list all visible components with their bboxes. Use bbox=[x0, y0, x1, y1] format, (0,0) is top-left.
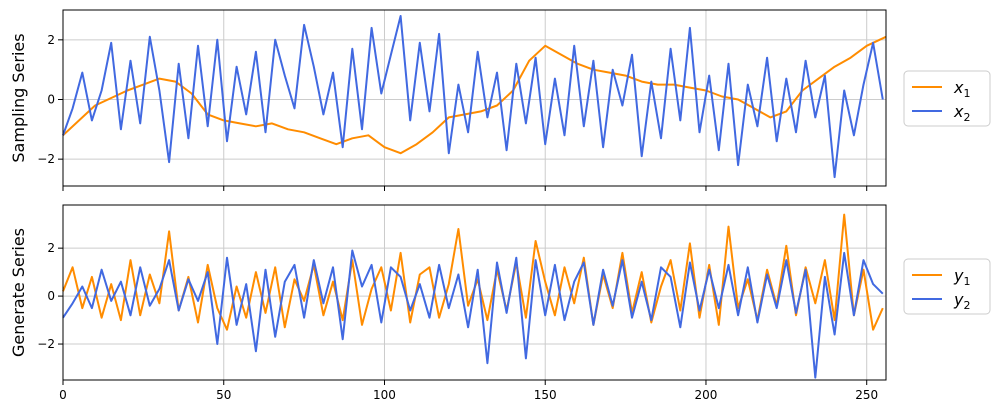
x-tick-label: 50 bbox=[216, 388, 231, 402]
x-tick-label: 100 bbox=[373, 388, 396, 402]
axes-frame bbox=[62, 204, 887, 381]
y-tick-label: 0 bbox=[47, 289, 55, 303]
y-axis-title: Generate Series bbox=[9, 228, 28, 357]
y-tick-label: −2 bbox=[37, 337, 55, 351]
y-tick-label: 2 bbox=[47, 241, 55, 255]
x-tick-label: 0 bbox=[59, 388, 67, 402]
x-tick-label: 250 bbox=[855, 388, 878, 402]
x-tick-label: 200 bbox=[695, 388, 718, 402]
y-axis-title: Sampling Series bbox=[9, 33, 28, 162]
axes-frame bbox=[62, 9, 887, 187]
x-tick-label: 150 bbox=[534, 388, 557, 402]
legend-box bbox=[903, 258, 991, 315]
legend-label-x2: x2 bbox=[953, 102, 970, 124]
y-tick-label: 0 bbox=[47, 92, 55, 106]
legend-box bbox=[903, 70, 991, 127]
legend-label-y1: y1 bbox=[953, 266, 970, 288]
y-tick-label: −2 bbox=[37, 152, 55, 166]
series-line-x2 bbox=[62, 15, 884, 179]
series-line-y2 bbox=[62, 249, 884, 379]
legend-label-x1: x1 bbox=[953, 78, 970, 100]
legend-label-y2: y2 bbox=[953, 290, 970, 312]
y-tick-label: 2 bbox=[47, 33, 55, 47]
